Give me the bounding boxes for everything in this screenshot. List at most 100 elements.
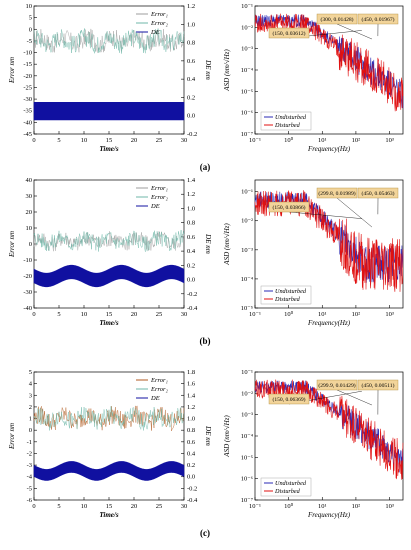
y-tick-label: 20 <box>26 209 33 216</box>
x-tick-label: 20 <box>131 503 138 510</box>
y-tick-label: -3 <box>27 462 32 469</box>
annotation-box <box>316 13 358 25</box>
y-tick-label: -40 <box>23 119 32 126</box>
y-tick-label: -10 <box>23 50 32 57</box>
y2-tick-label: 1.0 <box>187 205 195 212</box>
x-tick-label: 10³ <box>385 311 394 318</box>
y-axis-title: ASD (nm/√Hz) <box>223 223 231 266</box>
x-tick-label: 5 <box>57 311 60 318</box>
y2-tick-label: 0.6 <box>187 58 196 65</box>
y-tick-label: 10⁻² <box>241 390 253 397</box>
annotation-box <box>357 187 399 199</box>
legend-label: Error₂ <box>150 194 169 201</box>
panel-caption: (b) <box>200 336 211 346</box>
annotation-box <box>268 201 310 213</box>
y-tick-label: 3 <box>29 392 32 399</box>
x-tick-label: 10 <box>81 311 88 318</box>
y-tick-label: 10⁻⁶ <box>241 476 253 483</box>
legend-label: DE <box>150 395 160 402</box>
annotation-label: (450, 0.01967) <box>361 16 394 23</box>
annotation-leader <box>336 389 373 406</box>
y-tick-label: 10⁻³ <box>241 412 253 419</box>
x-tick-label: 10 <box>81 503 88 510</box>
legend-box <box>260 111 312 131</box>
x-tick-label: 10⁻¹ <box>249 311 261 318</box>
y2-tick-label: 1.6 <box>187 381 196 388</box>
y-tick-label: 4 <box>29 381 33 388</box>
y2-tick-label: 0.8 <box>187 40 195 47</box>
y-tick-label: -2 <box>27 450 32 457</box>
y-tick-label: 40 <box>26 177 33 184</box>
legend-box <box>260 285 312 305</box>
x-tick-label: 15 <box>106 503 113 510</box>
x-tick-label: 0 <box>32 311 35 318</box>
series-error-line-1 <box>33 406 185 431</box>
panel-caption: (a) <box>200 162 211 172</box>
y2-tick-label: 0.4 <box>187 450 196 457</box>
x-tick-label: 20 <box>131 311 138 318</box>
x-tick-label: 30 <box>181 503 188 510</box>
y2-tick-label: 0.2 <box>187 94 195 101</box>
y2-tick-label: 0.4 <box>187 76 196 83</box>
y2-tick-label: 1.4 <box>187 392 196 399</box>
series-de-line <box>33 264 185 288</box>
x-axis-title: Frequency(Hz) <box>307 145 351 153</box>
y2-tick-label: 0.0 <box>187 474 195 481</box>
series-error-line-1 <box>33 229 185 252</box>
annotation-label: (450, 0.00511) <box>362 382 395 389</box>
y2-tick-label: 0.0 <box>187 113 195 120</box>
legend-label: Undisturbed <box>275 114 307 121</box>
series-disturbed-line <box>254 379 404 480</box>
x-tick-label: 10 <box>81 137 88 144</box>
y-tick-label: -15 <box>23 61 32 68</box>
y-tick-label: 10⁻¹ <box>241 189 253 196</box>
y2-tick-label: 1.0 <box>187 21 195 28</box>
annotation-box <box>316 187 358 199</box>
annotation-leader <box>288 211 362 219</box>
y2-tick-label: -0.4 <box>187 305 198 312</box>
y-tick-label: 10⁻² <box>241 24 253 31</box>
y2-tick-label: 0.2 <box>187 262 195 269</box>
y2-tick-label: 0.2 <box>187 462 195 469</box>
annotation-box <box>268 27 310 39</box>
y-tick-label: 10⁻³ <box>241 46 253 53</box>
x-tick-label: 25 <box>156 311 163 318</box>
x-tick-label: 10² <box>352 137 361 144</box>
panel-caption: (c) <box>200 528 210 538</box>
x-tick-label: 10⁰ <box>284 136 294 144</box>
x-tick-label: 25 <box>156 503 163 510</box>
y-tick-label: 10⁻¹ <box>241 3 253 10</box>
x-tick-label: 10¹ <box>318 311 327 318</box>
x-tick-label: 10⁻¹ <box>249 503 261 510</box>
series-error-line-1 <box>33 28 185 54</box>
y-axis-title: ASD (nm/√Hz) <box>223 415 231 458</box>
y-tick-label: 0 <box>29 427 32 434</box>
y-tick-label: -20 <box>23 73 32 80</box>
y-tick-label: 30 <box>26 193 33 200</box>
y2-tick-label: -0.2 <box>187 291 197 298</box>
annotation-label: (300, 0.01428) <box>320 16 353 23</box>
y-tick-label: 10⁻⁷ <box>241 131 253 138</box>
asd-plot-frame-1 <box>254 179 404 309</box>
y2-tick-label: 1.2 <box>187 191 195 198</box>
x-tick-label: 10² <box>352 503 361 510</box>
y-tick-label: 2 <box>29 404 32 411</box>
legend-label: Error₂ <box>150 386 169 393</box>
legend-label: Error₁ <box>150 185 168 192</box>
x-tick-label: 5 <box>57 503 60 510</box>
legend-label: DE <box>150 203 160 210</box>
x-tick-label: 10³ <box>385 503 394 510</box>
x-tick-label: 5 <box>57 137 60 144</box>
y2-tick-label: 0.4 <box>187 248 196 255</box>
y-tick-label: 10⁻¹ <box>241 369 253 376</box>
series-de-line <box>33 461 185 481</box>
annotation-leader <box>336 197 373 228</box>
y2-tick-label: -0.2 <box>187 131 197 138</box>
y2-tick-label: 1.4 <box>187 177 196 184</box>
x-tick-label: 0 <box>32 503 35 510</box>
y2-axis-title: DE nm <box>204 233 212 254</box>
annotation-label: (150, 0.06369) <box>272 396 305 403</box>
annotation-box <box>268 393 310 405</box>
y-tick-label: -1 <box>27 439 32 446</box>
series-error-line-0 <box>33 28 185 53</box>
